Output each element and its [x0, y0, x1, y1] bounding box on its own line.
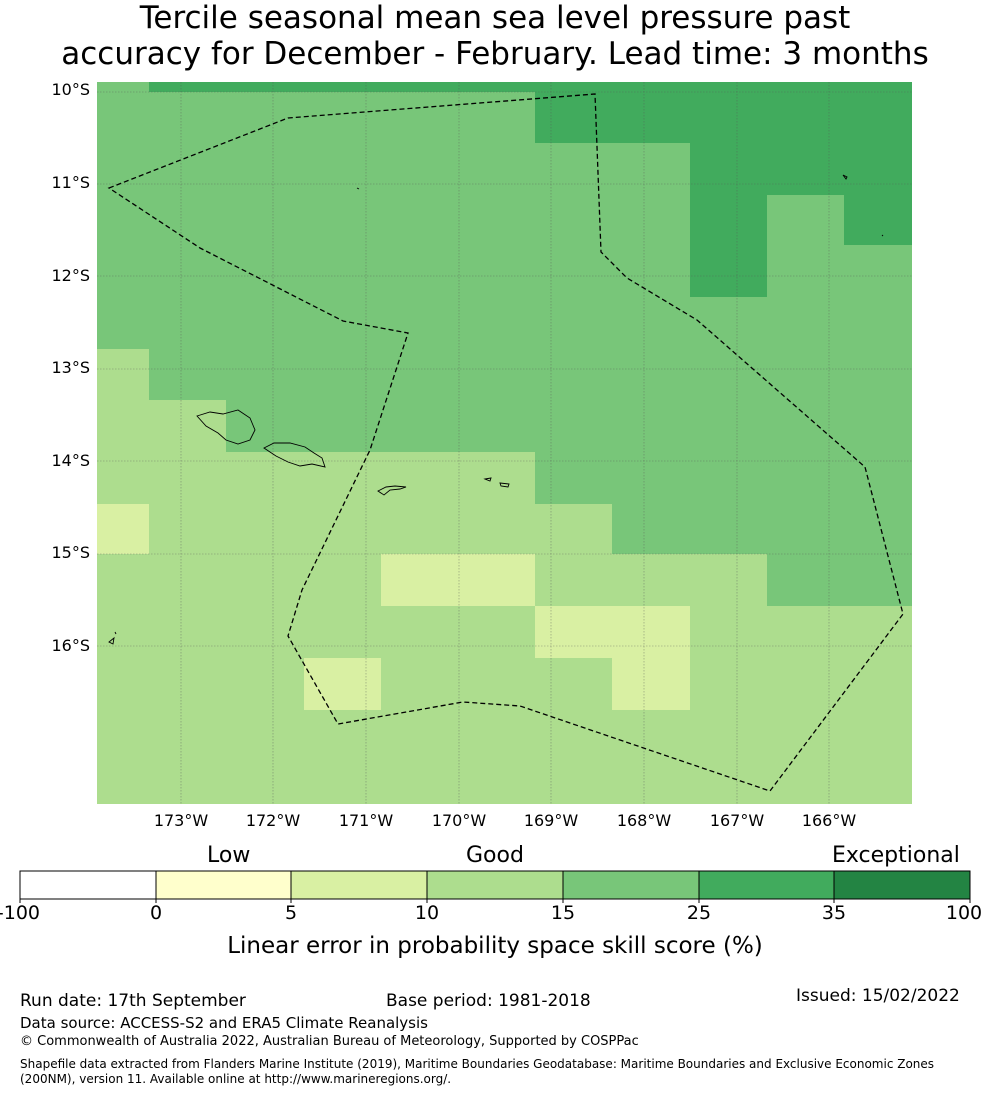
lon-label: 169°W	[523, 811, 579, 830]
skill-cell-5-10	[535, 606, 690, 710]
atoll-island	[108, 636, 115, 645]
lon-label: 172°W	[245, 811, 301, 830]
lat-label: 10°S	[51, 80, 90, 99]
lon-label: 170°W	[431, 811, 487, 830]
upolu-island	[263, 442, 326, 468]
tutuila-island	[377, 485, 407, 496]
gridlines	[97, 82, 912, 804]
colorbar-tick: 100	[945, 902, 983, 924]
colorbar-tick: 0	[149, 902, 163, 924]
colorbar-tick: -100	[0, 902, 40, 924]
copyright: © Commonwealth of Australia 2022, Austra…	[20, 1034, 639, 1049]
base-period: Base period: 1981-2018	[386, 991, 591, 1011]
colorbar-title: Linear error in probability space skill …	[227, 933, 763, 959]
shapefile-credit-line-2: (200NM), version 11. Available online at…	[20, 1072, 452, 1086]
islands	[108, 174, 884, 645]
title-line-2: accuracy for December - February. Lead t…	[61, 36, 929, 72]
category-label-exceptional: Exceptional	[832, 843, 960, 868]
skill-region-25-35	[149, 82, 912, 297]
lat-label: 11°S	[51, 173, 90, 192]
colorbar-bin	[427, 871, 563, 899]
shapefile-credit-line-1: Shapefile data extracted from Flanders M…	[20, 1057, 935, 1071]
lat-label: 15°S	[51, 543, 90, 562]
lat-label: 16°S	[51, 636, 90, 655]
colorbar-bin	[563, 871, 699, 899]
manua-island	[499, 482, 510, 488]
colorbar-tick: 5	[284, 902, 298, 924]
manua-island	[483, 477, 492, 482]
lat-label: 12°S	[51, 266, 90, 285]
islet	[881, 234, 884, 237]
lon-label: 173°W	[153, 811, 209, 830]
map-title: Tercile seasonal mean sea level pressure…	[0, 0, 990, 72]
lon-label: 168°W	[616, 811, 672, 830]
colorbar-tick: 15	[550, 902, 576, 924]
lat-label: 14°S	[51, 451, 90, 470]
lon-label: 171°W	[338, 811, 394, 830]
category-label-low: Low	[207, 843, 251, 868]
skill-grid	[97, 82, 912, 804]
colorbar-bin	[291, 871, 427, 899]
category-label-good: Good	[466, 843, 524, 868]
eez-boundary	[107, 93, 904, 792]
lon-label: 166°W	[801, 811, 857, 830]
colorbar-frame	[19, 870, 971, 900]
colorbar-tick: 35	[821, 902, 847, 924]
islet	[356, 187, 360, 190]
issued-date: Issued: 15/02/2022	[796, 986, 960, 1006]
colorbar-bin	[20, 871, 156, 899]
atoll-island	[114, 631, 117, 635]
lat-label: 13°S	[51, 358, 90, 377]
lon-label: 167°W	[709, 811, 765, 830]
data-source: Data source: ACCESS-S2 and ERA5 Climate …	[20, 1014, 428, 1032]
savaii-island	[196, 409, 256, 445]
run-date: Run date: 17th September	[20, 991, 246, 1011]
skill-cell-5-10	[381, 554, 535, 606]
colorbar-bin	[834, 871, 970, 899]
skill-cell-5-10	[97, 504, 149, 554]
title-line-1: Tercile seasonal mean sea level pressure…	[139, 0, 851, 36]
colorbar-tick: 10	[414, 902, 440, 924]
skill-cell-5-10	[304, 658, 381, 710]
colorbar	[19, 870, 971, 903]
colorbar-bin	[156, 871, 291, 899]
colorbar-bin	[699, 871, 834, 899]
colorbar-tick: 25	[686, 902, 712, 924]
swains-island	[842, 174, 848, 180]
